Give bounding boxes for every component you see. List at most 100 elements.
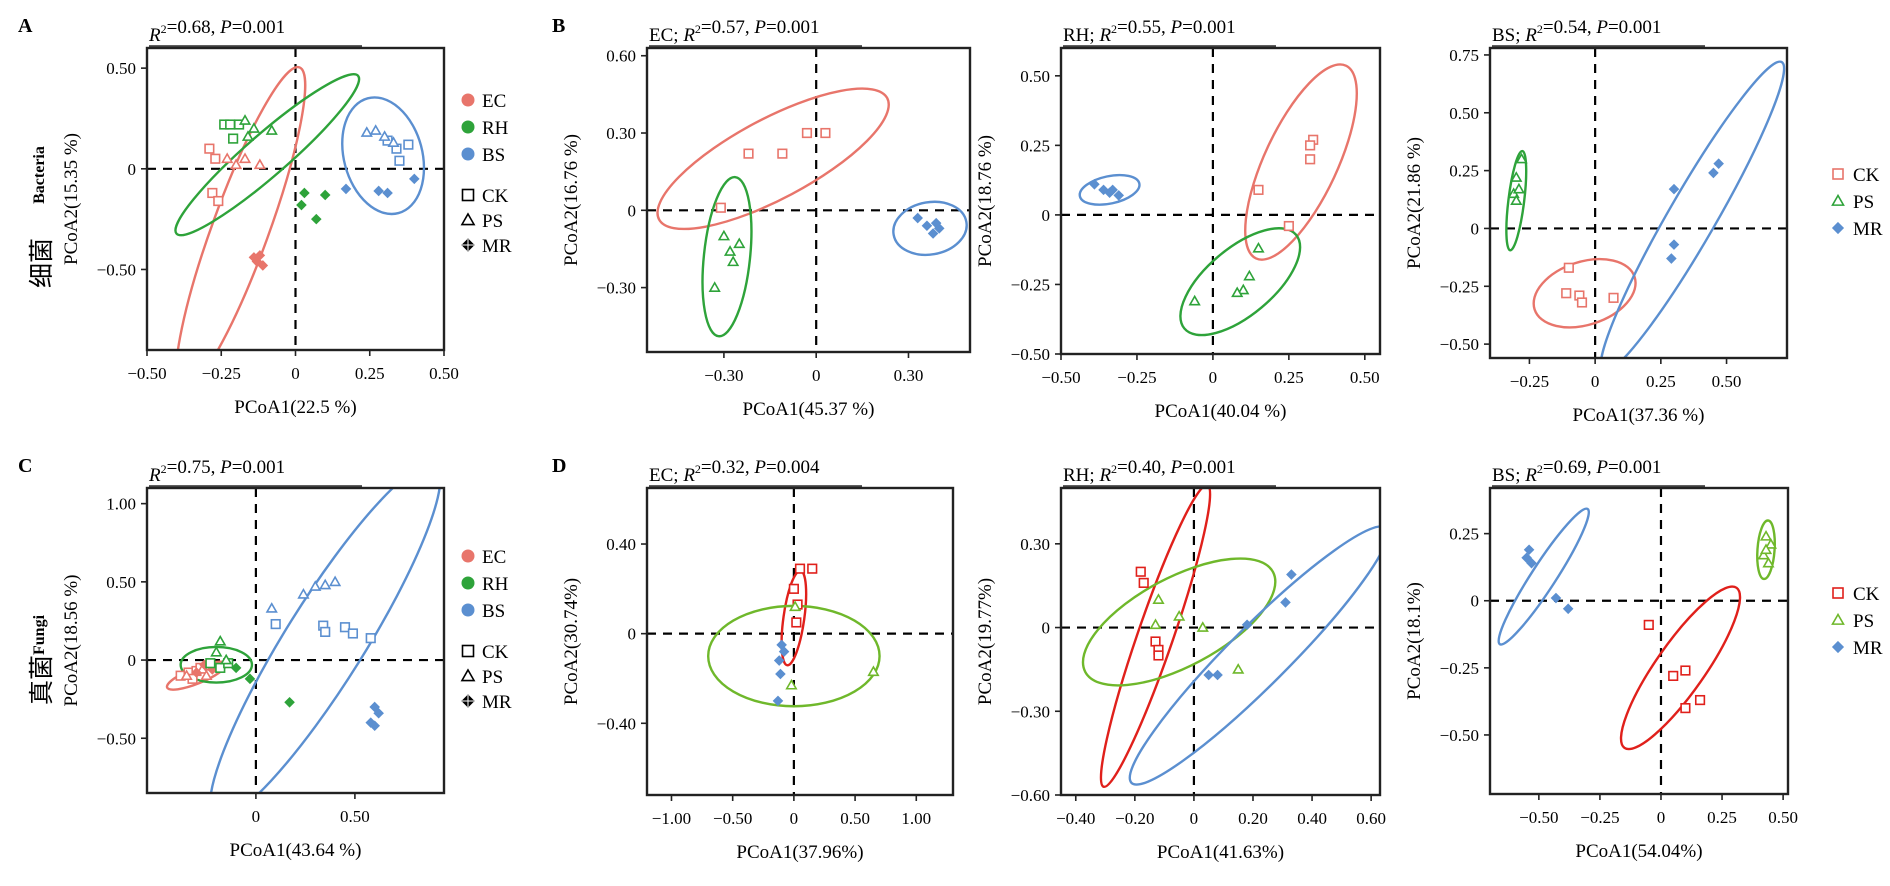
y-tick-label: −0.25 <box>1011 275 1050 294</box>
legend-swatch <box>461 120 475 134</box>
data-point <box>773 655 785 666</box>
y-tick-label: 0 <box>1471 219 1480 238</box>
x-tick-label: 0 <box>1209 368 1218 387</box>
data-point <box>1283 220 1294 232</box>
data-point <box>1232 663 1245 674</box>
x-axis-label: PCoA1(43.64 %) <box>230 840 362 861</box>
data-point <box>230 662 242 674</box>
data-point <box>365 717 377 728</box>
data-point <box>200 669 213 681</box>
legend-label: CK <box>1853 165 1880 186</box>
data-point <box>1173 610 1186 621</box>
x-tick-label: 0.25 <box>355 364 385 383</box>
legend-label: MR <box>482 692 512 713</box>
plot-area <box>147 488 444 793</box>
plot-frame <box>145 486 446 795</box>
legend-swatch <box>461 576 475 590</box>
data-point <box>319 578 332 590</box>
x-tick-label: 1.00 <box>901 809 931 828</box>
y-tick-label: 0 <box>1471 592 1480 611</box>
data-point <box>1561 288 1572 299</box>
data-point <box>1252 241 1265 253</box>
x-tick-label: 0.25 <box>1274 368 1304 387</box>
data-point <box>1113 190 1125 201</box>
panel-title: EC; R2=0.57, P=0.001 <box>649 17 819 46</box>
data-point <box>1231 286 1244 298</box>
confidence-ellipse <box>1081 557 1277 687</box>
data-point <box>723 245 737 256</box>
y-tick-label: 0.25 <box>1449 525 1479 544</box>
data-point <box>360 126 373 137</box>
y-tick-label: 0 <box>628 625 637 644</box>
y-tick-label: 0.50 <box>1449 104 1479 123</box>
y-tick-label: −0.30 <box>597 279 636 298</box>
data-point <box>369 701 380 713</box>
data-point <box>210 645 223 657</box>
data-point <box>1188 294 1201 306</box>
y-tick-label: −0.25 <box>1440 659 1479 678</box>
legend-shape <box>1831 640 1845 654</box>
data-point <box>867 665 880 677</box>
data-point <box>1510 171 1523 182</box>
data-point <box>1526 557 1537 569</box>
data-point <box>378 130 391 141</box>
row-label-fungi-en: Fungi <box>31 614 48 655</box>
y-tick-label: 0.50 <box>106 573 136 592</box>
x-tick-label: 0 <box>1190 809 1199 828</box>
x-tick-label: −0.25 <box>1117 368 1156 387</box>
x-tick-label: 0.20 <box>1238 809 1268 828</box>
data-point <box>1203 669 1214 681</box>
data-point <box>180 669 193 681</box>
data-point <box>1694 694 1706 706</box>
data-point <box>1305 140 1316 151</box>
x-tick-label: −0.50 <box>1519 808 1558 827</box>
x-axis-label: PCoA1(54.04%) <box>1575 841 1702 862</box>
legend-shape <box>1831 193 1845 206</box>
data-point <box>265 124 278 135</box>
data-point <box>394 155 405 166</box>
data-point <box>220 653 233 665</box>
data-point <box>382 187 393 199</box>
y-tick-label: 0.50 <box>1020 67 1050 86</box>
y-tick-label: 0.25 <box>1449 162 1479 181</box>
data-point <box>1305 154 1316 165</box>
pcoa-panel-1: −0.50 −0.25 0 0.25 0.50 −0.50 0 0.50 PCoA1(22.5 … <box>18 15 459 418</box>
x-tick-label: 0.40 <box>1297 809 1327 828</box>
data-point <box>254 250 266 261</box>
row-label-bacteria: 细菌 Bacteria <box>28 146 56 288</box>
y-tick-label: −0.40 <box>597 714 636 733</box>
legend-1: EC RH BS CK PS MR <box>460 91 512 257</box>
data-point <box>733 237 746 249</box>
confidence-ellipse <box>701 175 753 338</box>
y-tick-label: −0.50 <box>1440 726 1479 745</box>
legend-shape <box>461 644 475 658</box>
legend-swatch <box>461 93 475 107</box>
data-point <box>912 212 924 224</box>
plot-frame <box>1488 486 1790 796</box>
plot-frame <box>1059 46 1382 356</box>
data-point <box>1104 187 1115 198</box>
x-tick-label: 0.50 <box>1350 368 1380 387</box>
data-point <box>930 217 942 229</box>
data-point <box>1576 297 1588 308</box>
legends: EC RH BS CK PS MR EC RH BS CK PS MR CK PS MR CK PS MR <box>460 91 1883 713</box>
x-tick-label: 0 <box>812 366 821 385</box>
data-point <box>328 575 342 587</box>
data-point <box>1680 703 1691 714</box>
data-point <box>1243 269 1256 281</box>
data-point <box>1521 552 1532 564</box>
data-point <box>247 122 261 133</box>
y-tick-label: 0 <box>1042 206 1051 225</box>
plot-frame <box>645 486 955 797</box>
data-point <box>265 602 278 613</box>
confidence-ellipse <box>1244 63 1358 261</box>
panel-title: BS; R2=0.69, P=0.001 <box>1492 457 1661 486</box>
legend-label: MR <box>482 236 512 257</box>
data-point <box>213 195 224 207</box>
data-point <box>708 281 721 292</box>
confidence-ellipse <box>1099 488 1212 789</box>
confidence-ellipse <box>1756 519 1776 581</box>
plot-area <box>1490 48 1787 358</box>
legend-label: EC <box>482 91 506 112</box>
data-point <box>801 127 813 139</box>
